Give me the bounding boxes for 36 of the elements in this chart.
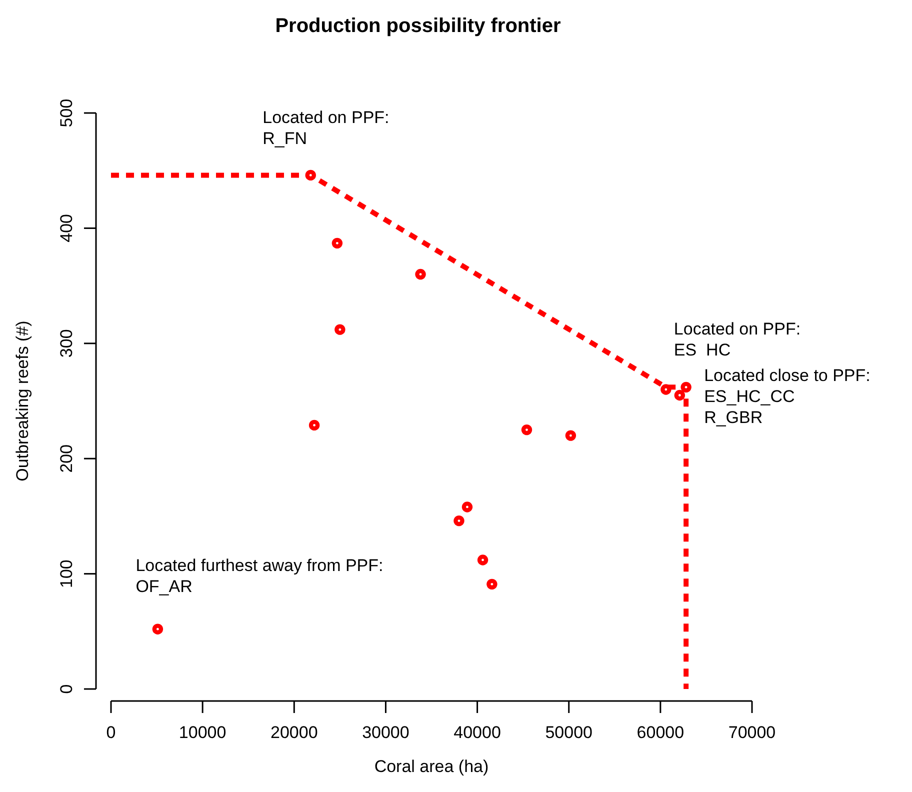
point bbox=[477, 554, 488, 566]
x-tick-label: 20000 bbox=[270, 723, 318, 742]
x-axis-title: Coral area (ha) bbox=[374, 757, 489, 776]
point bbox=[332, 238, 343, 249]
y-axis-title: Outbreaking reefs (#) bbox=[13, 320, 32, 482]
x-tick-label: 0 bbox=[106, 723, 116, 742]
point bbox=[565, 430, 576, 441]
point bbox=[305, 170, 316, 181]
x-tick-label: 50000 bbox=[545, 723, 592, 742]
point bbox=[521, 424, 532, 436]
point bbox=[308, 420, 320, 431]
point bbox=[674, 390, 686, 401]
x-tick-label: 60000 bbox=[636, 723, 684, 742]
y-tick-label: 0 bbox=[57, 684, 76, 694]
point bbox=[680, 382, 692, 393]
point bbox=[334, 324, 346, 335]
annotation: Located on PPF: ES HC bbox=[674, 319, 801, 360]
x-tick-label: 40000 bbox=[454, 723, 501, 742]
point bbox=[660, 384, 672, 395]
point bbox=[462, 502, 473, 512]
x-tick-label: 70000 bbox=[728, 723, 776, 742]
point bbox=[486, 578, 498, 590]
y-tick-label: 200 bbox=[57, 444, 76, 473]
y-tick-label: 100 bbox=[57, 560, 76, 588]
point bbox=[152, 624, 164, 634]
x-tick-label: 30000 bbox=[362, 723, 410, 742]
y-tick-label: 300 bbox=[57, 329, 76, 358]
y-tick-label: 500 bbox=[57, 98, 76, 128]
y-tick-label: 400 bbox=[57, 214, 76, 242]
annotation: Located on PPF: R_FN bbox=[262, 108, 390, 148]
annotation: Located furthest away from PPF: OF_AR bbox=[136, 556, 384, 596]
point bbox=[454, 515, 464, 526]
annotation: Located close to PPF: ES_HC_CC R_GBR bbox=[704, 366, 870, 428]
x-tick-label: 10000 bbox=[178, 723, 226, 742]
chart-title: Production possibility frontier bbox=[275, 15, 561, 37]
point bbox=[415, 268, 426, 280]
